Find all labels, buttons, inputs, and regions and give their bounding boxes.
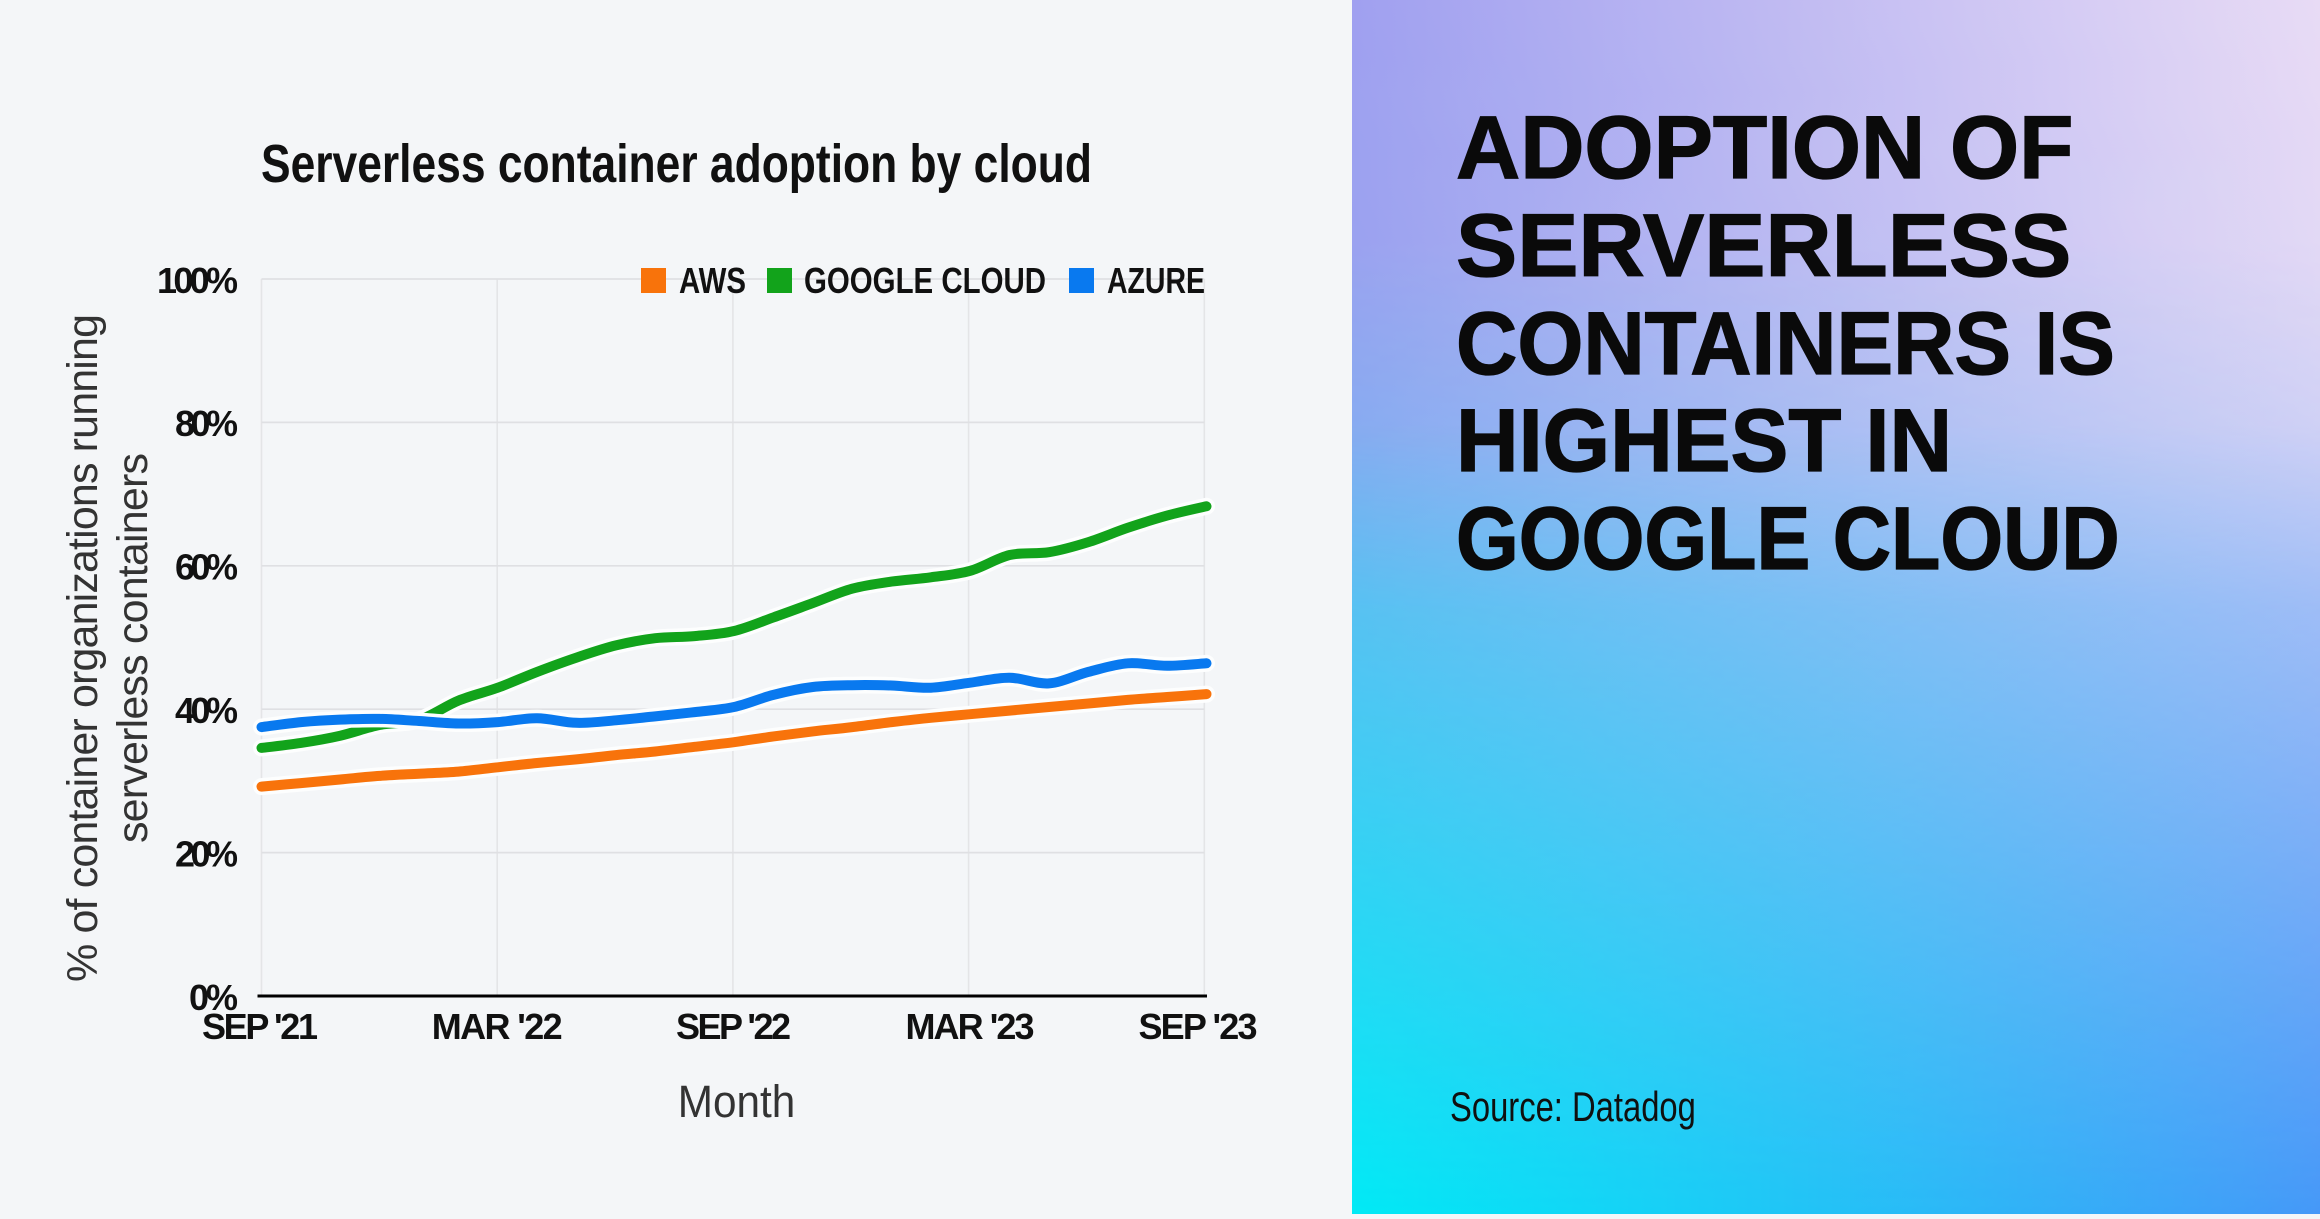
svg-text:100%: 100%: [157, 260, 238, 301]
svg-text:SEP '21: SEP '21: [202, 1006, 318, 1047]
svg-text:SEP '23: SEP '23: [1139, 1006, 1258, 1047]
svg-text:Serverless container adoption: Serverless container adoption by cloud: [261, 134, 1092, 194]
svg-text:40%: 40%: [175, 690, 238, 731]
svg-text:AZURE: AZURE: [1107, 260, 1205, 301]
svg-text:serverless containers: serverless containers: [109, 453, 157, 843]
svg-text:MAR '22: MAR '22: [432, 1006, 563, 1047]
svg-text:SEP '22: SEP '22: [676, 1006, 791, 1047]
svg-text:0%: 0%: [189, 977, 238, 1018]
svg-text:AWS: AWS: [679, 260, 746, 301]
svg-text:MAR '23: MAR '23: [906, 1006, 1035, 1047]
svg-text:60%: 60%: [175, 547, 238, 588]
svg-text:Month: Month: [678, 1076, 796, 1127]
svg-text:20%: 20%: [175, 833, 238, 874]
svg-text:GOOGLE CLOUD: GOOGLE CLOUD: [804, 260, 1046, 301]
svg-text:% of container organizations r: % of container organizations running: [59, 314, 107, 982]
svg-text:80%: 80%: [175, 403, 238, 444]
